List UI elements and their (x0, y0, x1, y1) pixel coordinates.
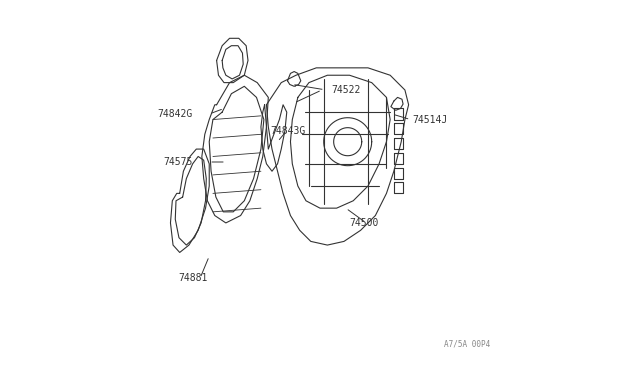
Text: 74514J: 74514J (412, 115, 447, 125)
Text: 74575: 74575 (163, 157, 193, 167)
Text: 74843G: 74843G (270, 126, 305, 136)
Text: 74522: 74522 (331, 85, 360, 95)
Text: 74500: 74500 (349, 218, 379, 228)
Text: A7/5A 00P4: A7/5A 00P4 (444, 340, 490, 349)
Text: 74881: 74881 (178, 273, 207, 283)
Text: 74842G: 74842G (157, 109, 193, 119)
